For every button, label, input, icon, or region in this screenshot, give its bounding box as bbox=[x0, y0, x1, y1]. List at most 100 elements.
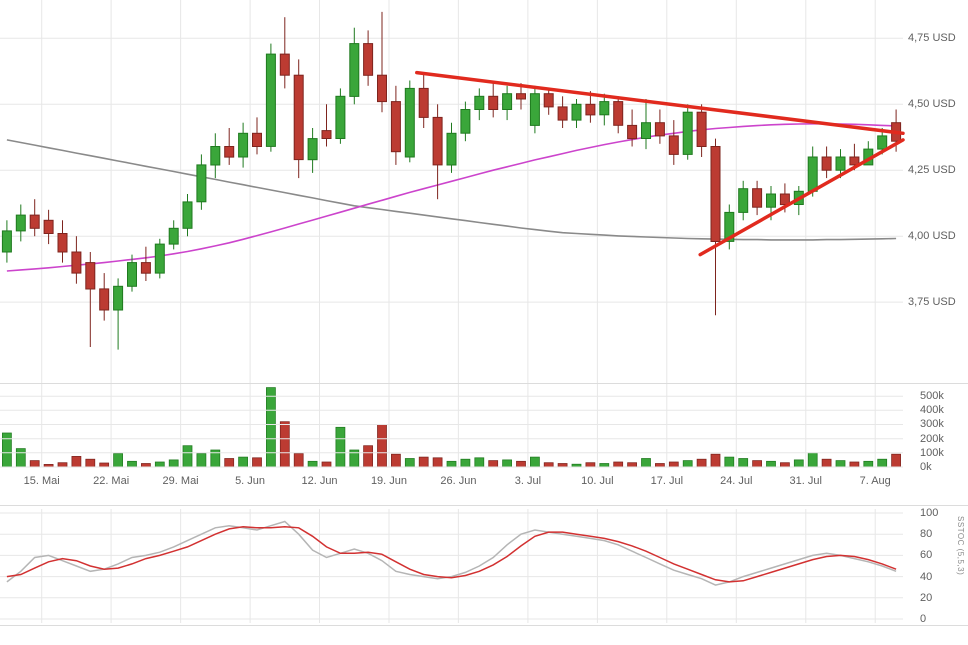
volume-axis-label: 500k bbox=[920, 390, 944, 403]
volume-bar bbox=[488, 460, 499, 468]
volume-bar bbox=[668, 461, 679, 468]
volume-bar bbox=[710, 453, 721, 468]
candle-body bbox=[710, 146, 721, 242]
volume-axis-label: 300k bbox=[920, 418, 944, 431]
volume-bar bbox=[57, 462, 68, 468]
candle-body bbox=[57, 233, 68, 253]
candle-body bbox=[1, 230, 12, 253]
volume-bar bbox=[599, 463, 610, 468]
volume-bar bbox=[655, 463, 665, 468]
volume-bar bbox=[460, 458, 471, 468]
candle-body bbox=[43, 219, 54, 235]
price-axis-label: 4,75 USD bbox=[908, 32, 956, 45]
volume-bar bbox=[432, 457, 443, 468]
candle-body bbox=[154, 243, 165, 274]
stochastic-panel bbox=[0, 505, 968, 626]
volume-bar bbox=[752, 460, 762, 468]
indicator-name-label: SSTOC (5,5,3) bbox=[956, 516, 965, 576]
volume-bar bbox=[293, 453, 304, 468]
candle-body bbox=[238, 132, 249, 158]
volume-bar bbox=[71, 456, 82, 468]
volume-bar bbox=[391, 453, 401, 468]
candle-body bbox=[168, 227, 179, 245]
volume-bar bbox=[780, 462, 790, 468]
volume-bar bbox=[641, 458, 651, 468]
candle-body bbox=[779, 193, 790, 206]
price-axis-label: 4,00 USD bbox=[908, 230, 956, 243]
volume-bar bbox=[29, 460, 40, 468]
volume-bar bbox=[724, 456, 735, 468]
volume-bar bbox=[154, 461, 165, 468]
candle-body bbox=[613, 101, 624, 126]
candle-body bbox=[571, 103, 582, 121]
volume-bar bbox=[516, 460, 526, 468]
volume-bar bbox=[557, 463, 568, 468]
volume-bar bbox=[835, 460, 846, 468]
volume-bar bbox=[877, 458, 888, 468]
x-axis-label: 26. Jun bbox=[440, 475, 477, 487]
volume-axis-label: 400k bbox=[920, 404, 944, 417]
volume-bar bbox=[766, 460, 776, 468]
volume-bar bbox=[613, 461, 624, 468]
candle-body bbox=[182, 201, 193, 229]
candle-body bbox=[474, 95, 485, 111]
candle-body bbox=[210, 146, 221, 166]
price-axis-label: 4,25 USD bbox=[908, 164, 956, 177]
volume-bar bbox=[738, 458, 749, 468]
trendline-resistance bbox=[415, 70, 905, 136]
candle-body bbox=[877, 135, 888, 150]
candle-body bbox=[377, 74, 387, 103]
volume-bar bbox=[99, 462, 110, 468]
volume-bar bbox=[321, 461, 332, 468]
candle-body bbox=[363, 43, 374, 76]
candle-body bbox=[460, 109, 471, 134]
volume-bar bbox=[335, 426, 346, 468]
moving-average-slow bbox=[6, 139, 897, 241]
candle-body bbox=[279, 53, 290, 76]
volume-bar bbox=[168, 459, 179, 468]
x-axis-label: 31. Jul bbox=[789, 475, 822, 487]
volume-bar bbox=[307, 460, 318, 468]
price-panel bbox=[0, 0, 905, 383]
volume-bar bbox=[682, 460, 693, 468]
candle-body bbox=[432, 116, 443, 166]
candle-body bbox=[488, 95, 499, 111]
x-axis-label: 29. Mai bbox=[162, 475, 199, 487]
candle-body bbox=[807, 156, 818, 192]
candle-body bbox=[752, 188, 763, 208]
candle-body bbox=[252, 132, 262, 148]
volume-axis-label: 200k bbox=[920, 432, 944, 445]
x-axis-label: 7. Aug bbox=[859, 475, 891, 487]
x-axis-label: 17. Jul bbox=[650, 475, 684, 487]
volume-bar bbox=[807, 452, 818, 468]
stochastic-d-line bbox=[6, 526, 897, 583]
candle-body bbox=[140, 262, 151, 274]
volume-bar bbox=[585, 462, 596, 468]
candle-body bbox=[627, 124, 638, 140]
volume-bar bbox=[891, 453, 901, 468]
candle-body bbox=[29, 214, 40, 229]
stoch-axis-label: 40 bbox=[920, 570, 933, 583]
volume-bar bbox=[363, 445, 373, 468]
candle-body bbox=[529, 93, 540, 126]
volume-bar bbox=[15, 448, 26, 468]
x-axis-label: 5. Jun bbox=[235, 475, 266, 487]
candle-body bbox=[849, 156, 860, 166]
volume-bar bbox=[85, 458, 96, 468]
volume-bar bbox=[266, 387, 276, 468]
candle-body bbox=[293, 74, 304, 161]
candle-body bbox=[113, 285, 124, 311]
volume-bar bbox=[530, 456, 540, 468]
candle-body bbox=[641, 122, 651, 139]
candle-body bbox=[418, 87, 429, 118]
candle-body bbox=[85, 262, 96, 290]
candle-body bbox=[335, 95, 346, 140]
volume-bar bbox=[418, 456, 429, 468]
candle-body bbox=[404, 87, 415, 158]
candle-body bbox=[446, 132, 457, 166]
candle-body bbox=[224, 146, 235, 158]
volume-bar bbox=[141, 463, 151, 468]
volume-bar bbox=[224, 458, 235, 468]
candle-body bbox=[99, 288, 110, 311]
